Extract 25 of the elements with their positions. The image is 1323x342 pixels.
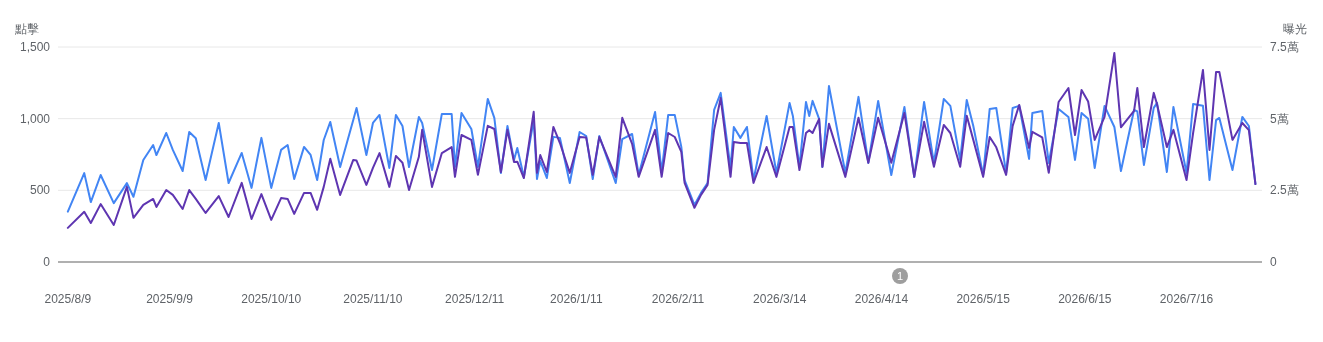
y2-tick-label: 0 (1270, 255, 1277, 269)
line-series (66, 84, 1257, 213)
x-tick-label: 2026/1/11 (550, 292, 603, 306)
x-tick-label: 2026/5/15 (956, 292, 1011, 306)
x-tick-label: 2026/3/14 (753, 292, 807, 306)
x-tick-label: 2026/6/15 (1058, 292, 1112, 306)
y-tick-label: 0 (43, 255, 51, 269)
y2-axis-title: 曝光 (1283, 22, 1307, 36)
x-tick-label: 2026/4/14 (854, 292, 909, 306)
x-tick-label: 2025/12/11 (445, 292, 505, 306)
x-tick-label: 2026/7/16 (1159, 292, 1214, 306)
y-tick-label: 500 (29, 183, 51, 198)
y2-tick-label: 5萬 (1270, 111, 1289, 126)
x-tick-label: 2026/2/11 (651, 292, 705, 306)
line-series (66, 52, 1257, 229)
text: 1 (896, 270, 904, 282)
x-tick-label: 2025/11/10 (343, 292, 403, 306)
y2-tick-label: 2.5萬 (1270, 183, 1299, 198)
x-tick-label: 2025/8/9 (44, 292, 92, 306)
y-axis-title: 點擊 (14, 22, 39, 36)
y-tick-label: 1,500 (19, 40, 51, 54)
y2-tick-label: 7.5萬 (1270, 40, 1299, 54)
y-tick-label: 1,000 (19, 111, 51, 126)
x-tick-label: 2025/10/10 (241, 292, 302, 306)
x-tick-label: 2025/9/9 (146, 292, 194, 306)
